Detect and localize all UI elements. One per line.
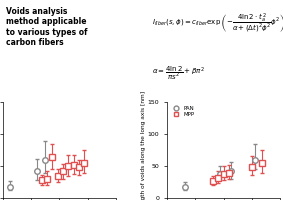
Y-axis label: Length of voids along the long axis [nm]: Length of voids along the long axis [nm]: [141, 91, 146, 200]
Text: $I_{fiber}(s,\phi) = c_{fiber}\exp\left(-\dfrac{4\ln2 \cdot t_a^{\,2}}{\alpha + : $I_{fiber}(s,\phi) = c_{fiber}\exp\left(…: [152, 12, 283, 35]
Text: Voids analysis
method applicable
to various types of
carbon fibers: Voids analysis method applicable to vari…: [6, 7, 87, 47]
Legend: PAN, MPP: PAN, MPP: [170, 105, 195, 119]
Text: $\alpha = \dfrac{4\ln2}{\pi s^2} + \beta\pi^2$: $\alpha = \dfrac{4\ln2}{\pi s^2} + \beta…: [152, 64, 204, 82]
